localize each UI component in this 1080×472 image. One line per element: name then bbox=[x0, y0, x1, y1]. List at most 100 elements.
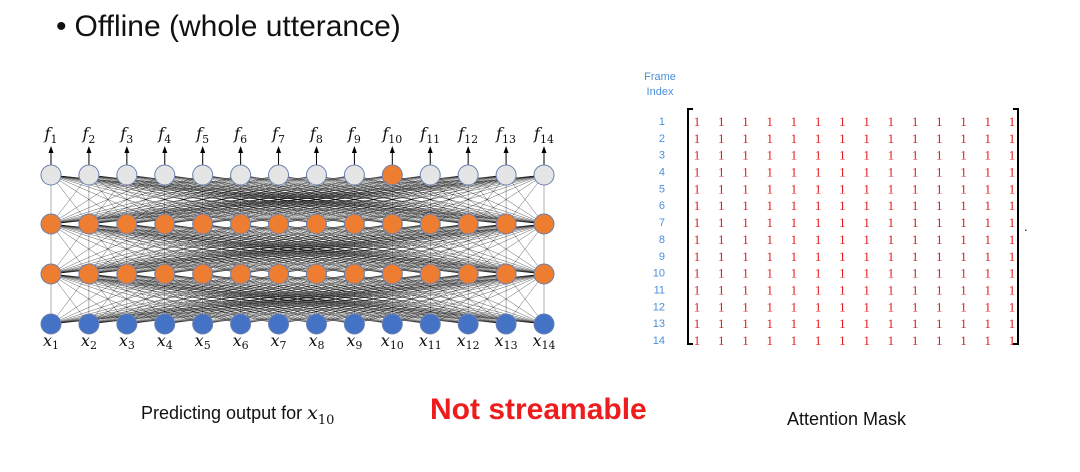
mask-cell-value: 1 bbox=[839, 165, 846, 180]
mask-cell-value: 1 bbox=[912, 165, 919, 180]
hidden-node-layer2 bbox=[116, 213, 138, 235]
hidden-node-layer2 bbox=[419, 213, 441, 235]
hidden-node-layer2 bbox=[78, 213, 100, 235]
input-node bbox=[495, 313, 517, 335]
hidden-node-layer1 bbox=[419, 263, 441, 285]
mask-cell-value: 1 bbox=[863, 232, 870, 247]
mask-cell-value: 1 bbox=[863, 282, 870, 297]
hidden-node-layer1 bbox=[192, 263, 214, 285]
input-label: x10 bbox=[381, 331, 404, 352]
mask-cell-value: 1 bbox=[863, 249, 870, 264]
hidden-node-layer2 bbox=[154, 213, 176, 235]
mask-cell-value: 1 bbox=[791, 148, 798, 163]
row-index-label: 14 bbox=[653, 335, 665, 347]
row-index-label: 12 bbox=[653, 301, 665, 313]
input-label: x13 bbox=[495, 331, 518, 352]
mask-cell-value: 1 bbox=[960, 266, 967, 281]
mask-cell-value: 1 bbox=[742, 333, 749, 348]
mask-cell-value: 1 bbox=[888, 165, 895, 180]
output-node bbox=[116, 164, 138, 186]
mask-cell-value: 1 bbox=[718, 299, 725, 314]
mask-cell-value: 1 bbox=[766, 316, 773, 331]
mask-cell-value: 1 bbox=[888, 215, 895, 230]
mask-cell-value: 1 bbox=[936, 282, 943, 297]
mask-cell-value: 1 bbox=[766, 215, 773, 230]
mask-cell-value: 1 bbox=[766, 232, 773, 247]
mask-cell-value: 1 bbox=[960, 232, 967, 247]
mask-cell-value: 1 bbox=[960, 249, 967, 264]
hidden-node-layer1 bbox=[230, 263, 252, 285]
mask-cell-value: 1 bbox=[815, 266, 822, 281]
mask-cell-value: 1 bbox=[888, 232, 895, 247]
mask-cell-value: 1 bbox=[791, 232, 798, 247]
mask-cell-value: 1 bbox=[791, 181, 798, 196]
output-arrow-head bbox=[48, 146, 54, 153]
mask-cell-value: 1 bbox=[936, 249, 943, 264]
hidden-node-layer2 bbox=[381, 213, 403, 235]
mask-cell-value: 1 bbox=[960, 316, 967, 331]
hidden-node-layer2 bbox=[230, 213, 252, 235]
mask-cell-value: 1 bbox=[694, 215, 701, 230]
mask-cell-value: 1 bbox=[694, 282, 701, 297]
output-arrow-head bbox=[503, 146, 509, 153]
output-label: f13 bbox=[495, 124, 516, 146]
mask-cell-value: 1 bbox=[742, 266, 749, 281]
mask-cell-value: 1 bbox=[888, 299, 895, 314]
input-label: x5 bbox=[195, 331, 211, 352]
mask-cell-value: 1 bbox=[936, 114, 943, 129]
output-node bbox=[78, 164, 100, 186]
mask-cell-value: 1 bbox=[936, 316, 943, 331]
mask-cell-value: 1 bbox=[766, 249, 773, 264]
hidden-node-layer1 bbox=[154, 263, 176, 285]
mask-cell-value: 1 bbox=[888, 198, 895, 213]
mask-cell-value: 1 bbox=[766, 198, 773, 213]
mask-cell-value: 1 bbox=[718, 333, 725, 348]
input-node bbox=[305, 313, 327, 335]
row-index-label: 8 bbox=[659, 234, 665, 246]
mask-cell-value: 1 bbox=[936, 131, 943, 146]
mask-cell-value: 1 bbox=[791, 316, 798, 331]
mask-cell-value: 1 bbox=[694, 131, 701, 146]
row-index-label: 4 bbox=[659, 167, 665, 179]
mask-cell-value: 1 bbox=[888, 316, 895, 331]
mask-cell-value: 1 bbox=[912, 181, 919, 196]
mask-cell-value: 1 bbox=[888, 114, 895, 129]
mask-cell-value: 1 bbox=[888, 282, 895, 297]
output-node bbox=[381, 164, 403, 186]
mask-cell-value: 1 bbox=[718, 114, 725, 129]
mask-cell-value: 1 bbox=[960, 181, 967, 196]
mask-cell-value: 1 bbox=[766, 333, 773, 348]
mask-cell-value: 1 bbox=[960, 333, 967, 348]
mask-cell-value: 1 bbox=[766, 299, 773, 314]
mask-cell-value: 1 bbox=[936, 148, 943, 163]
mask-cell-value: 1 bbox=[815, 299, 822, 314]
mask-cell-value: 1 bbox=[863, 114, 870, 129]
mask-cell-value: 1 bbox=[912, 299, 919, 314]
output-node bbox=[419, 164, 441, 186]
output-arrow-head bbox=[162, 146, 168, 153]
mask-cell-value: 1 bbox=[936, 232, 943, 247]
mask-cell-value: 1 bbox=[694, 299, 701, 314]
output-label: f8 bbox=[309, 124, 323, 146]
hidden-node-layer2 bbox=[40, 213, 62, 235]
mask-cell-value: 1 bbox=[742, 198, 749, 213]
hidden-node-layer2 bbox=[192, 213, 214, 235]
row-index-label: 5 bbox=[659, 183, 665, 195]
mask-cell-value: 1 bbox=[863, 165, 870, 180]
mask-cell-value: 1 bbox=[985, 165, 992, 180]
mask-cell-value: 1 bbox=[985, 131, 992, 146]
mask-cell-value: 1 bbox=[985, 114, 992, 129]
mask-cell-value: 1 bbox=[839, 266, 846, 281]
output-label: f1 bbox=[44, 124, 58, 146]
input-node bbox=[116, 313, 138, 335]
mask-cell-value: 1 bbox=[718, 249, 725, 264]
output-label: f5 bbox=[195, 124, 209, 146]
mask-cell-value: 1 bbox=[985, 232, 992, 247]
row-index-label: 7 bbox=[659, 217, 665, 229]
mask-cell-value: 1 bbox=[694, 266, 701, 281]
output-label: f11 bbox=[419, 124, 440, 146]
mask-cell-value: 1 bbox=[694, 114, 701, 129]
input-node bbox=[40, 313, 62, 335]
output-arrow-head bbox=[124, 146, 130, 153]
output-node bbox=[268, 164, 290, 186]
